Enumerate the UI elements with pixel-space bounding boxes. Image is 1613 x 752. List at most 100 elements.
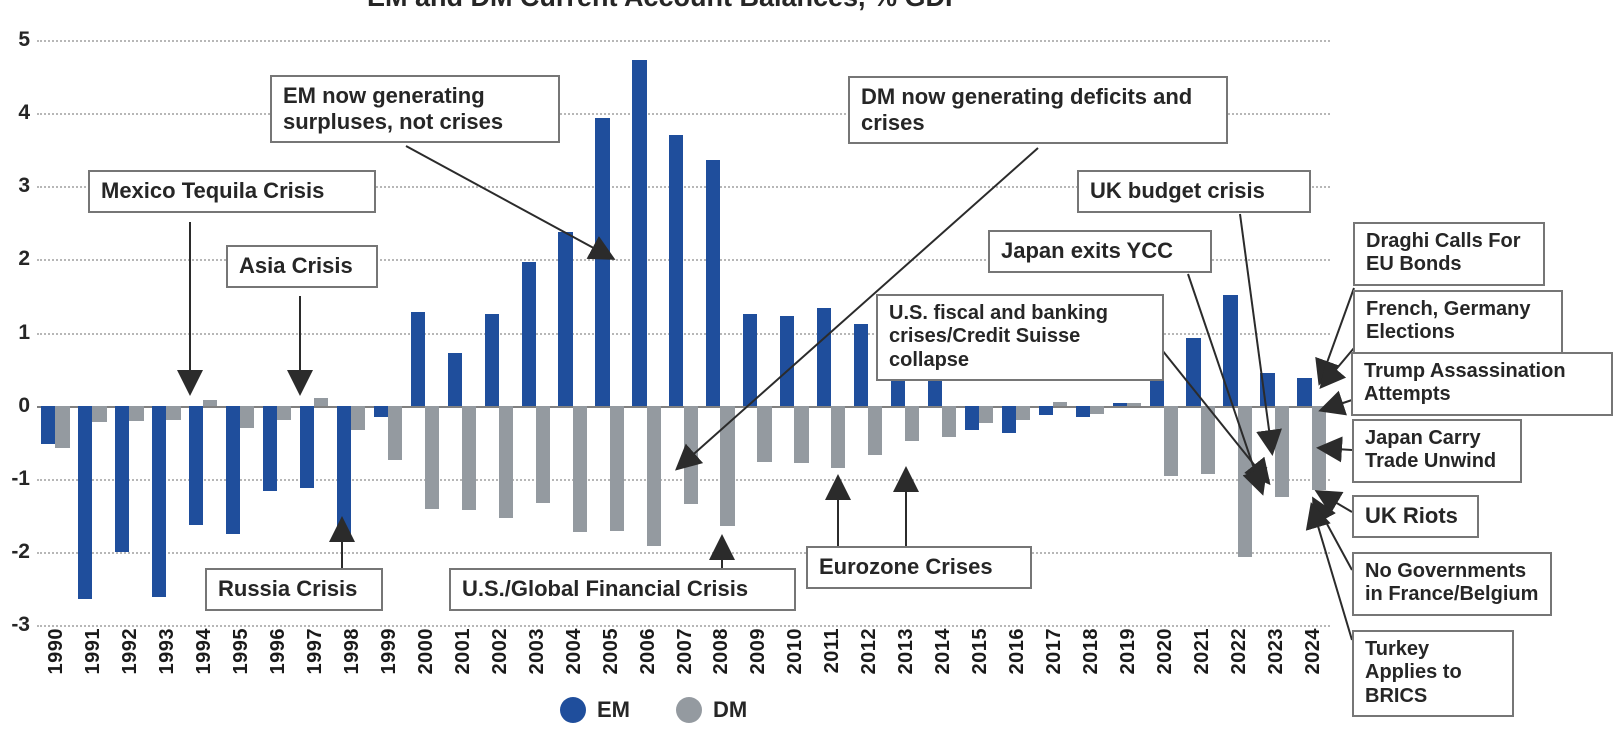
bar-em-2024	[1297, 377, 1312, 406]
x-axis-tick-label: 1996	[267, 628, 290, 675]
callout-label: EM now generating surpluses, not crises	[283, 83, 504, 134]
bar-dm-2009	[757, 405, 772, 462]
bar-dm-1995	[240, 405, 255, 428]
callout-label: Mexico Tequila Crisis	[101, 178, 325, 203]
gridline	[37, 551, 1330, 554]
x-axis-tick-label: 2006	[636, 628, 659, 675]
bar-dm-2014	[942, 405, 957, 438]
bar-em-2004	[558, 231, 573, 406]
x-axis-tick-label: 2009	[747, 628, 770, 675]
callout-dm-now-generating-deficits: DM now generating deficits and crises	[848, 76, 1228, 145]
x-axis-tick-label: 2021	[1190, 628, 1213, 675]
x-axis-tick-label: 2004	[562, 628, 585, 675]
bar-em-1995	[225, 405, 241, 535]
gridline	[37, 40, 1330, 42]
x-axis-tick-label: 2023	[1264, 628, 1287, 675]
callout-turkey-applies-to-brics: Turkey Applies to BRICS	[1352, 630, 1514, 718]
callout-label: U.S. fiscal and banking crises/Credit Su…	[889, 302, 1108, 371]
bar-em-1990	[41, 405, 56, 444]
bar-dm-2013	[905, 405, 920, 441]
callout-russia-crisis: Russia Crisis	[205, 568, 383, 611]
x-axis-tick-label: 2010	[784, 628, 807, 675]
y-axis-tick-label: 1	[18, 320, 30, 344]
bar-em-2007	[669, 135, 684, 406]
y-axis-tick-label: 5	[18, 28, 30, 51]
bar-dm-1996	[277, 405, 292, 421]
x-axis-tick-label: 1995	[230, 628, 253, 675]
callout-label: DM now generating deficits and crises	[861, 84, 1193, 135]
bar-dm-1991	[92, 405, 107, 422]
x-axis-tick-label: 2018	[1079, 628, 1102, 675]
bar-em-2022	[1223, 295, 1238, 406]
gridline	[37, 113, 1330, 116]
y-axis-tick-label: 2	[18, 247, 30, 271]
x-axis-tick-label: 2012	[858, 628, 881, 675]
legend-item-em: EM	[560, 697, 630, 723]
bar-em-2003	[521, 261, 536, 406]
bar-em-2019	[1112, 402, 1127, 406]
bar-dm-2019	[1126, 402, 1142, 406]
bar-em-2008	[706, 159, 721, 406]
legend-item-dm: DM	[676, 697, 747, 723]
chart-title: EM and DM Current Account Balances, % GD…	[0, 0, 1330, 13]
bar-dm-2018	[1089, 405, 1105, 415]
y-axis-tick-label: -3	[11, 613, 30, 636]
bar-em-2009	[743, 314, 758, 406]
x-axis-tick-label: 2003	[525, 628, 548, 675]
x-axis-tick-label: 2002	[488, 628, 511, 675]
x-axis-tick-label: 2017	[1042, 628, 1065, 675]
bar-dm-2011	[831, 405, 846, 468]
bar-dm-2002	[498, 405, 513, 518]
bar-em-1994	[189, 405, 204, 525]
bar-dm-2017	[1052, 401, 1068, 406]
x-axis-tick-label: 2024	[1301, 628, 1324, 675]
x-axis-tick-label: 2016	[1005, 628, 1028, 675]
callout-uk-budget-crisis: UK budget crisis	[1077, 170, 1311, 213]
bar-em-2015	[964, 405, 980, 430]
callout-label: Japan exits YCC	[1001, 238, 1174, 263]
x-axis-tick-label: 1997	[304, 628, 327, 675]
callout-label: Asia Crisis	[239, 253, 353, 278]
bar-dm-1990	[55, 405, 70, 449]
x-axis-tick-label: 1991	[82, 628, 105, 675]
callout-us-global-financial-crisis: U.S./Global Financial Crisis	[449, 568, 796, 611]
callout-japan-exits-ycc: Japan exits YCC	[988, 230, 1212, 273]
bar-dm-2016	[1015, 405, 1031, 421]
bar-dm-2003	[535, 405, 550, 503]
x-axis-tick-label: 2015	[969, 628, 992, 675]
x-axis-tick-label: 2020	[1153, 628, 1176, 675]
callout-uk-riots: UK Riots	[1352, 495, 1479, 538]
x-axis-tick-label: 2014	[932, 628, 955, 675]
y-axis-tick-label: 0	[18, 393, 30, 417]
bar-dm-2008	[720, 405, 735, 527]
bar-em-2010	[780, 316, 795, 406]
x-axis-tick-label: 1998	[341, 628, 363, 675]
callout-label: No Governments in France/Belgium	[1365, 560, 1539, 606]
callout-eurozone-crises: Eurozone Crises	[806, 546, 1032, 589]
bar-em-2012	[853, 323, 869, 406]
bar-em-2000	[410, 312, 425, 406]
bar-dm-2023	[1274, 405, 1289, 498]
x-axis-tick-label: 2001	[451, 628, 474, 675]
legend-label-em: EM	[597, 697, 630, 722]
x-axis-tick-label: 2011	[821, 628, 844, 674]
bar-dm-2015	[979, 405, 994, 424]
bar-dm-1997	[314, 398, 329, 406]
bar-em-2018	[1075, 405, 1090, 418]
bar-em-1992	[115, 405, 130, 552]
bar-em-2001	[447, 352, 462, 406]
bar-em-1993	[152, 405, 167, 598]
callout-no-governments-france-belgium: No Governments in France/Belgium	[1352, 552, 1552, 616]
y-axis-tick-label: -2	[11, 539, 30, 563]
bar-dm-1994	[203, 399, 218, 406]
bar-em-1996	[262, 405, 278, 492]
bar-dm-2024	[1311, 405, 1326, 490]
chart-legend: EM DM	[560, 697, 747, 723]
legend-label-dm: DM	[713, 697, 748, 722]
callout-label: Trump Assassination Attempts	[1364, 360, 1566, 406]
x-axis-tick-label: 2005	[599, 628, 622, 675]
callout-us-fiscal-banking-crises: U.S. fiscal and banking crises/Credit Su…	[876, 294, 1164, 382]
bar-em-1998	[336, 405, 351, 541]
x-axis-tick-label: 1999	[377, 628, 400, 675]
